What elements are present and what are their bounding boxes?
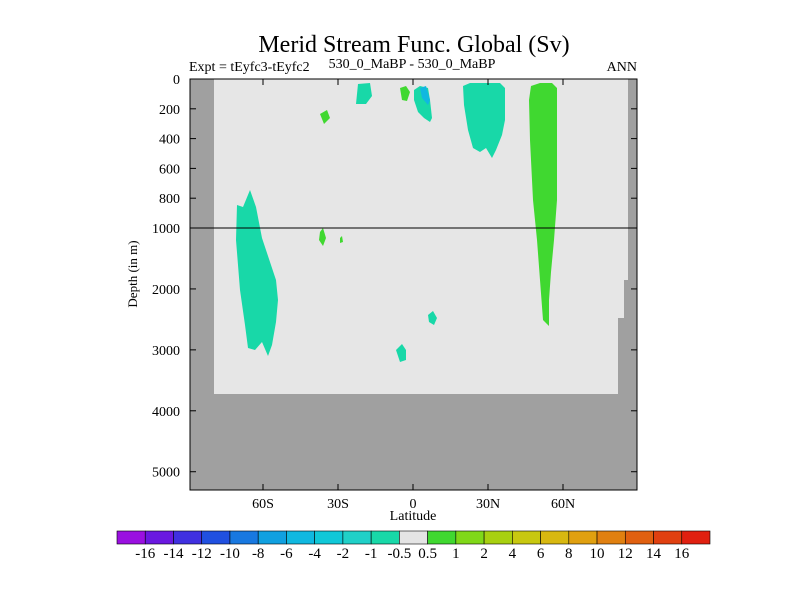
plot-area — [189, 78, 638, 491]
contour-region — [400, 86, 410, 101]
colorbar-label: -14 — [163, 546, 183, 562]
colorbar-label: -12 — [192, 546, 212, 562]
colorbar-label: -16 — [135, 546, 155, 562]
y-axis-label: Depth (in m) — [125, 240, 140, 307]
colorbar-label: -6 — [280, 546, 293, 562]
colorbar-swatch — [455, 530, 485, 545]
y-tick-label: 5000 — [152, 466, 180, 481]
chart-title: Merid Stream Func. Global (Sv) — [258, 32, 569, 58]
y-axis: 0 200 400 600 800 1000 2000 3000 4000 5000 — [152, 73, 637, 481]
y-tick-label: 200 — [159, 103, 180, 118]
contour-region — [319, 228, 326, 246]
y-tick-label: 3000 — [152, 344, 180, 359]
colorbar-label: -4 — [308, 546, 321, 562]
y-tick-label: 2000 — [152, 283, 180, 298]
chart-subtitle-right: ANN — [607, 60, 637, 75]
y-tick-label: 600 — [159, 162, 180, 177]
chart-subtitle-left: Expt = tEyfc3-tEyfc2 — [189, 60, 310, 75]
colorbar-label: 4 — [509, 546, 517, 562]
colorbar-label: -10 — [220, 546, 240, 562]
colorbar-label: -2 — [337, 546, 350, 562]
contour-region — [396, 344, 406, 362]
y-tick-label: 1000 — [152, 222, 180, 237]
x-axis: 60S 30S 0 30N 60N — [252, 79, 575, 512]
colorbar-label: 1 — [452, 546, 460, 562]
contour-region — [340, 236, 343, 243]
contour-region — [529, 83, 557, 326]
colorbar-swatch — [342, 530, 372, 545]
contour-region — [463, 83, 505, 158]
colorbar-swatch — [257, 530, 287, 545]
colorbar: -16 -14 -12 -10 -8 -6 -4 -2 -1 -0.5 0.5 1 2 4 6 8 10 12 14… — [116, 530, 711, 562]
colorbar-swatch — [540, 530, 570, 545]
colorbar-swatch — [370, 530, 400, 545]
colorbar-label: -8 — [252, 546, 265, 562]
colorbar-label: -1 — [365, 546, 378, 562]
colorbar-label: 6 — [537, 546, 545, 562]
colorbar-swatch — [201, 530, 231, 545]
x-tick-label: 60N — [551, 497, 575, 512]
colorbar-swatch — [512, 530, 541, 545]
contour-region — [420, 86, 430, 105]
colorbar-swatch — [427, 530, 457, 545]
colorbar-label: 0.5 — [418, 546, 437, 562]
colorbar-label: 16 — [674, 546, 690, 562]
contour-region — [356, 83, 372, 104]
contour-region — [428, 311, 437, 325]
ocean-zero-region — [214, 79, 628, 394]
colorbar-swatch — [399, 530, 428, 545]
colorbar-swatch — [116, 530, 146, 545]
colorbar-label: 10 — [590, 546, 605, 562]
x-tick-label: 60S — [252, 497, 274, 512]
colorbar-swatch — [653, 530, 683, 545]
y-tick-label: 400 — [159, 133, 180, 148]
colorbar-swatch — [596, 530, 626, 545]
colorbar-swatch — [568, 530, 598, 545]
colorbar-swatch — [483, 530, 513, 545]
colorbar-label: 2 — [480, 546, 488, 562]
colorbar-label: 14 — [646, 546, 662, 562]
colorbar-label: -0.5 — [388, 546, 412, 562]
y-tick-label: 4000 — [152, 405, 180, 420]
colorbar-label: 12 — [618, 546, 633, 562]
contour-region — [320, 110, 330, 124]
colorbar-swatch — [681, 530, 711, 545]
x-tick-label: 30S — [327, 497, 349, 512]
colorbar-swatch — [144, 530, 174, 545]
colorbar-swatch — [286, 530, 315, 545]
y-tick-label: 0 — [173, 73, 180, 88]
colorbar-swatch — [314, 530, 344, 545]
x-tick-label: 0 — [410, 497, 417, 512]
x-axis-label: Latitude — [390, 509, 437, 524]
colorbar-swatch — [173, 530, 203, 545]
colorbar-label: 8 — [565, 546, 573, 562]
x-tick-label: 30N — [476, 497, 500, 512]
colorbar-swatch — [624, 530, 654, 545]
contour-region — [236, 190, 278, 356]
colorbar-swatch — [229, 530, 259, 545]
chart-subtitle-center: 530_0_MaBP - 530_0_MaBP — [329, 57, 496, 72]
y-tick-label: 800 — [159, 192, 180, 207]
